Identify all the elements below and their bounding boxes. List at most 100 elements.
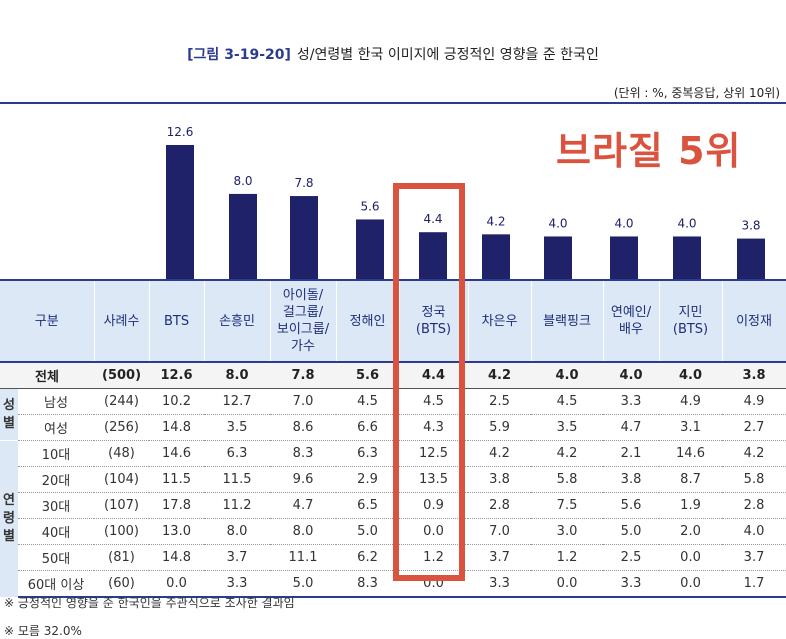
sample-size: (107)	[94, 492, 150, 519]
cell-value: 4.3	[399, 414, 469, 441]
cell-value: 7.0	[270, 388, 337, 415]
cell-value: 3.5	[204, 414, 271, 441]
cell-value: 12.5	[399, 440, 469, 467]
cell-value: 7.0	[468, 518, 532, 545]
cell-value: 17.8	[149, 492, 205, 519]
cell-value: 2.8	[468, 492, 532, 519]
cell-value: 14.8	[149, 414, 205, 441]
cell-value: 4.5	[531, 388, 604, 415]
cell-value: 14.8	[149, 544, 205, 571]
cell-value: 5.6	[603, 492, 660, 519]
bar-value-label: 4.2	[486, 214, 505, 228]
cell-value: 11.5	[204, 466, 271, 493]
bar-5	[482, 234, 510, 279]
cell-value: 5.8	[531, 466, 604, 493]
cell-value: 2.8	[722, 492, 786, 519]
cell-value: 4.2	[722, 440, 786, 467]
table-row-total: 전체 (500) 12.6 8.0 7.8 5.6 4.4 4.2 4.0 4.0 4.0 3.8	[0, 362, 786, 389]
row-label: 10대	[18, 440, 95, 467]
cell-value: 8.7	[659, 466, 723, 493]
cell-value: 1.9	[659, 492, 723, 519]
cell-value: 5.9	[468, 414, 532, 441]
col-header: 손흥민	[204, 279, 271, 363]
cell-value: 3.3	[603, 388, 660, 415]
cell-value: 11.1	[270, 544, 337, 571]
cell-value: 0.0	[531, 570, 604, 598]
cell-value: 13.5	[399, 466, 469, 493]
row-label: 60대 이상	[18, 570, 95, 598]
cell-value: 3.7	[722, 544, 786, 571]
cell-value: 0.0	[149, 570, 205, 598]
bar-2	[290, 196, 318, 279]
bar-7	[610, 236, 638, 279]
sample-size: (256)	[94, 414, 150, 441]
footnote-2: ※ 모름 32.0%	[4, 624, 82, 638]
cell-value: 7.5	[531, 492, 604, 519]
col-header: BTS	[149, 279, 205, 363]
figure-number: [그림 3-19-20]	[187, 47, 291, 63]
bar-value-label: 4.4	[423, 212, 442, 226]
cell-value: 11.2	[204, 492, 271, 519]
cell-value: 0.9	[399, 492, 469, 519]
col-header: 블랙핑크	[531, 279, 604, 363]
cell-value: 2.1	[603, 440, 660, 467]
cell-value: 3.3	[204, 570, 271, 598]
cell-value: 4.7	[603, 414, 660, 441]
cell-value: 1.2	[531, 544, 604, 571]
cell-value: 10.2	[149, 388, 205, 415]
cell-value: 0.0	[399, 518, 469, 545]
cell-value: 4.7	[270, 492, 337, 519]
bar-1	[229, 193, 257, 279]
cell-value: 8.0	[204, 362, 271, 389]
cell-value: 4.5	[399, 388, 469, 415]
cell-value: 3.8	[722, 362, 786, 389]
bar-4	[419, 232, 447, 279]
cell-value: 12.7	[204, 388, 271, 415]
cell-value: 5.0	[336, 518, 400, 545]
unit-note: (단위 : %, 중복응답, 상위 10위)	[613, 86, 780, 100]
row-label: 20대	[18, 466, 95, 493]
cell-value: 8.0	[270, 518, 337, 545]
cell-value: 2.0	[659, 518, 723, 545]
cell-value: 4.2	[531, 440, 604, 467]
table-header-row: 구분 사례수 BTS 손흥민 아이돌/걸그룹/보이그룹/가수 정해인 정국 (BTS) 차은우 블…	[0, 279, 786, 363]
cell-value: 1.7	[722, 570, 786, 598]
col-header: 지민 (BTS)	[659, 279, 723, 363]
cell-value: 6.5	[336, 492, 400, 519]
cell-value: 3.8	[468, 466, 532, 493]
cell-value: 4.0	[531, 362, 604, 389]
figure-title-text: 성/연령별 한국 이미지에 긍정적인 영향을 준 한국인	[296, 47, 599, 63]
cell-value: 2.5	[468, 388, 532, 415]
sample-size: (104)	[94, 466, 150, 493]
col-header: 구분	[0, 279, 95, 363]
cell-value: 6.2	[336, 544, 400, 571]
bar-0	[166, 145, 194, 279]
col-header: 아이돌/걸그룹/보이그룹/가수	[270, 279, 337, 363]
bar-value-label: 7.8	[294, 176, 313, 190]
table-row: 60대 이상 (60) 0.0 3.3 5.0 8.3 0.0 3.3 0.0 3.3 0.0 1.7	[0, 570, 786, 598]
cell-value: 9.6	[270, 466, 337, 493]
cell-value: 4.2	[468, 440, 532, 467]
col-header: 정해인	[336, 279, 400, 363]
bar-value-label: 5.6	[360, 199, 379, 213]
cell-value: 4.5	[336, 388, 400, 415]
cell-value: 1.2	[399, 544, 469, 571]
cell-value: 3.5	[531, 414, 604, 441]
highlight-box	[393, 183, 465, 581]
data-table: 구분 사례수 BTS 손흥민 아이돌/걸그룹/보이그룹/가수 정해인 정국 (BTS) 차은우 블…	[0, 279, 786, 598]
cell-value: 8.3	[336, 570, 400, 598]
bar-chart: 12.6 8.0 7.8 5.6 4.4 4.2 4.0 4.0 4.0 3.8	[166, 125, 765, 279]
table-row: 여성 (256) 14.8 3.5 8.6 6.6 4.3 5.9 3.5 4.7 3.1 2.7	[0, 414, 786, 441]
cell-value: 8.6	[270, 414, 337, 441]
bar-9	[737, 238, 765, 279]
cell-value: 11.5	[149, 466, 205, 493]
bar-8	[673, 236, 701, 279]
cell-value: 6.3	[204, 440, 271, 467]
col-header: 차은우	[468, 279, 532, 363]
col-header: 정국 (BTS)	[399, 279, 469, 363]
sample-size: (100)	[94, 518, 150, 545]
sample-size: (244)	[94, 388, 150, 415]
table-row: 연 령 별 10대 (48) 14.6 6.3 8.3 6.3 12.5 4.2 4.2 2.1 14.6…	[0, 440, 786, 598]
table-row: 40대 (100) 13.0 8.0 8.0 5.0 0.0 7.0 3.0 5.0 2.0 4.0	[0, 518, 786, 545]
cell-value: 3.0	[531, 518, 604, 545]
